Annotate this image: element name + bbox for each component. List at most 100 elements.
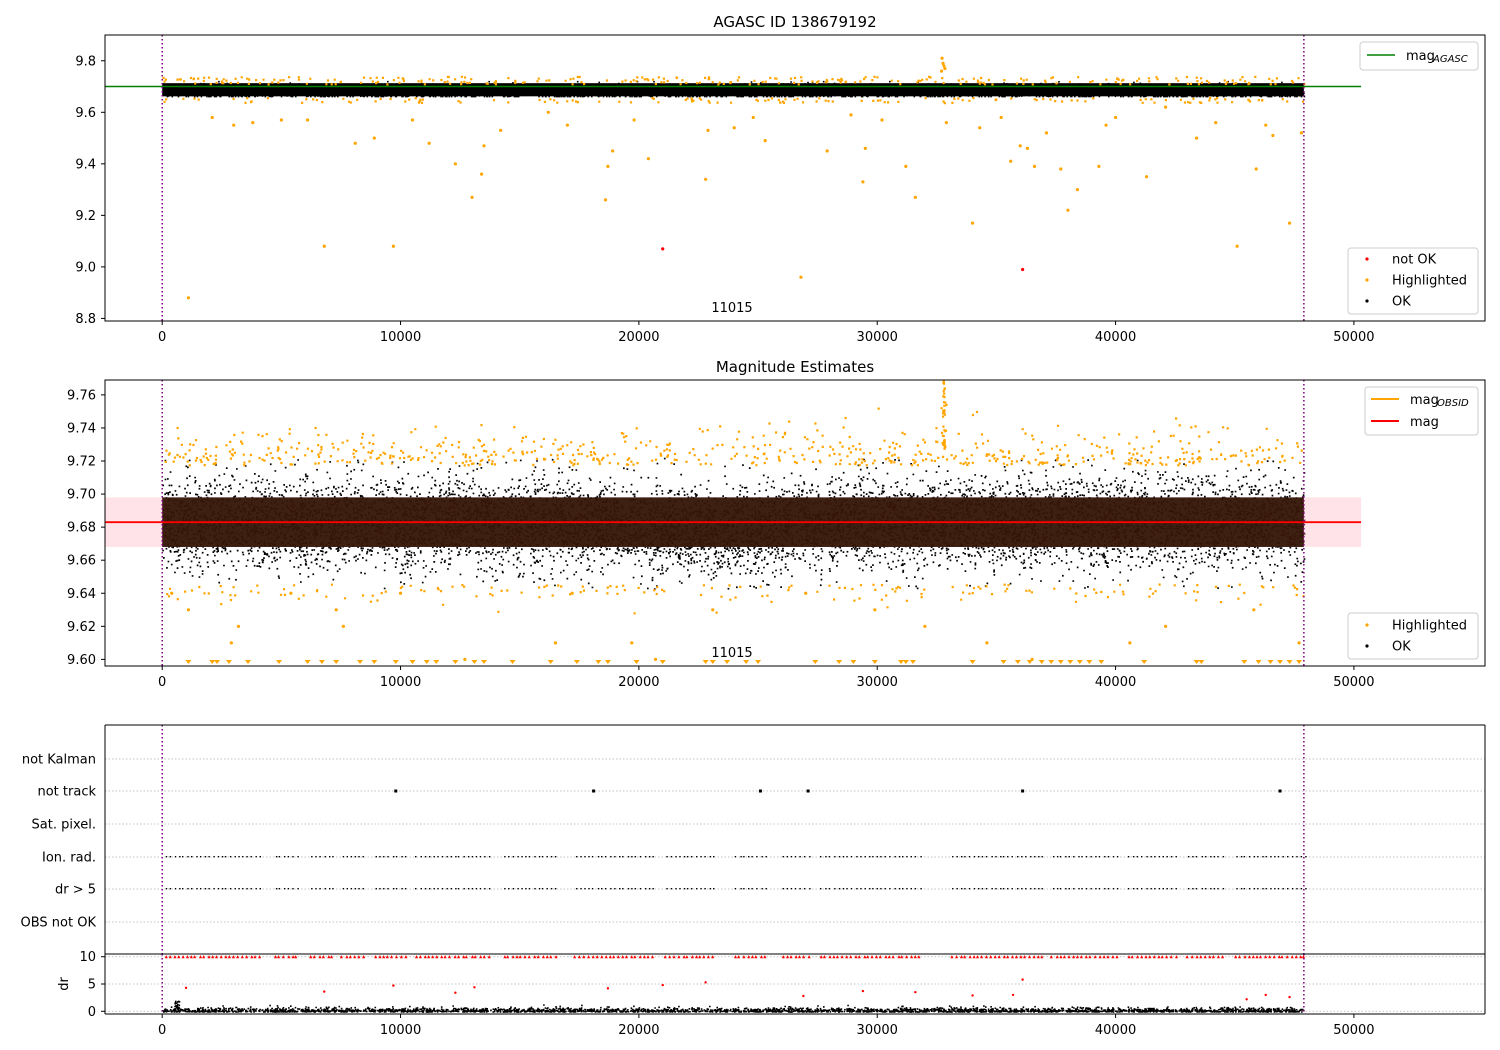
plot2-title: Magnitude Estimates [716,358,874,376]
highlighted-point [923,624,927,628]
y-tick-label: 8.8 [75,312,96,327]
clipped-low-marker [423,660,430,664]
dr-outlier-point [1245,998,1248,1001]
clipped-low-marker [1198,660,1205,664]
highlighted-point [711,608,715,612]
dr-outlier-point [704,981,707,984]
x-tick-label: 0 [158,330,166,345]
highlighted-point [546,110,550,114]
highlighted-point [611,149,615,153]
highlighted-point [1297,641,1301,645]
y-tick-label: 9.68 [67,521,96,536]
highlighted-point [305,118,310,122]
x-tick-label: 30000 [857,675,898,690]
highlighted-point [941,61,945,65]
highlighted-point [913,195,917,199]
clipped-low-marker [304,660,311,664]
flag-category-label: not Kalman [22,753,96,768]
dr-outlier-point [1264,993,1267,997]
dr-outlier-point [473,986,476,989]
highlighted-point [799,275,803,279]
clipped-low-marker [1086,660,1093,664]
highlighted-point [1235,244,1239,248]
clipped-low-marker [595,660,602,664]
dr-clipped-markers [164,955,1306,959]
y-tick-label: 9.4 [75,157,96,172]
not-ok-point [1021,267,1025,272]
plot2-frame [104,379,1486,667]
highlighted-point [1044,131,1049,135]
clipped-low-marker [659,660,666,664]
dr-axis-label: dr [57,977,72,991]
x-tick-label: 30000 [857,330,898,345]
dr-outlier-point [454,991,457,994]
highlighted-point [1009,159,1013,163]
highlighted-point [943,66,947,71]
clipped-low-marker [275,660,282,664]
highlighted-point [353,141,357,145]
highlighted-point [186,296,191,300]
dr-outlier-point [802,994,805,998]
clipped-low-marker [1286,660,1293,664]
highlighted-point [1104,123,1108,127]
clipped-low-marker [480,660,487,664]
highlighted-point [939,69,944,73]
highlighted-point [1128,641,1132,645]
highlighted-point [1299,131,1304,135]
dr-outlier-point [971,994,974,997]
highlighted-point [170,591,174,595]
x-tick-label: 50000 [1333,330,1374,345]
highlighted-point [704,177,708,181]
highlighted-point [763,139,767,143]
highlighted-point [1113,115,1118,120]
clipped-low-marker [452,660,459,664]
clipped-low-marker [812,660,819,664]
clipped-low-marker [1000,660,1007,664]
clipped-low-marker [1277,660,1284,664]
clipped-low-marker [1241,660,1248,664]
highlighted-point [880,118,884,122]
ok-points [162,457,1306,590]
dr-outlier-point [661,983,664,987]
legend-marker [1365,278,1369,282]
legend-marker [1365,623,1369,627]
clipped-low-marker [1255,660,1262,664]
legend-label: OK [1392,640,1411,655]
highlighted-point [873,608,877,612]
y-tick-label: 9.62 [67,620,96,635]
not-track-point [806,789,810,793]
clipped-low-marker [969,660,976,664]
dr-outlier-point [914,990,917,994]
clipped-low-marker [214,660,221,664]
clipped-low-marker [909,660,916,664]
y-tick-label: 9.2 [75,209,96,224]
highlighted-point [1018,144,1022,148]
clipped-low-marker [1014,660,1021,664]
clipped-low-marker [392,660,399,664]
legend-label: Highlighted [1392,619,1467,634]
highlighted-point [732,126,736,130]
flag-category-label: OBS not OK [21,916,97,931]
clipped-low-marker [209,660,216,664]
clipped-low-marker [604,660,611,664]
x-tick-label: 10000 [380,1023,421,1038]
dr-outlier-point [1021,978,1024,981]
legend-mag-obsid-label: mag [1410,393,1439,408]
highlighted-point [565,123,569,127]
not-ok-point [661,247,665,251]
highlighted-point [463,657,467,661]
dr-points [162,1000,1305,1013]
highlighted-point [1075,187,1080,192]
highlighted-point [482,144,486,148]
clipped-low-marker [471,660,478,664]
highlighted-point [251,121,255,125]
y-tick-label: 9.6 [75,106,96,121]
highlighted-point [751,115,755,120]
flag-category-label: dr > 5 [55,883,96,898]
not-track-point [394,789,398,793]
legend-label: not OK [1392,253,1437,268]
highlighted-point [334,608,338,612]
y-tick-label: 9.8 [75,54,96,69]
highlighted-point [942,64,946,68]
ok-points [162,80,1306,98]
